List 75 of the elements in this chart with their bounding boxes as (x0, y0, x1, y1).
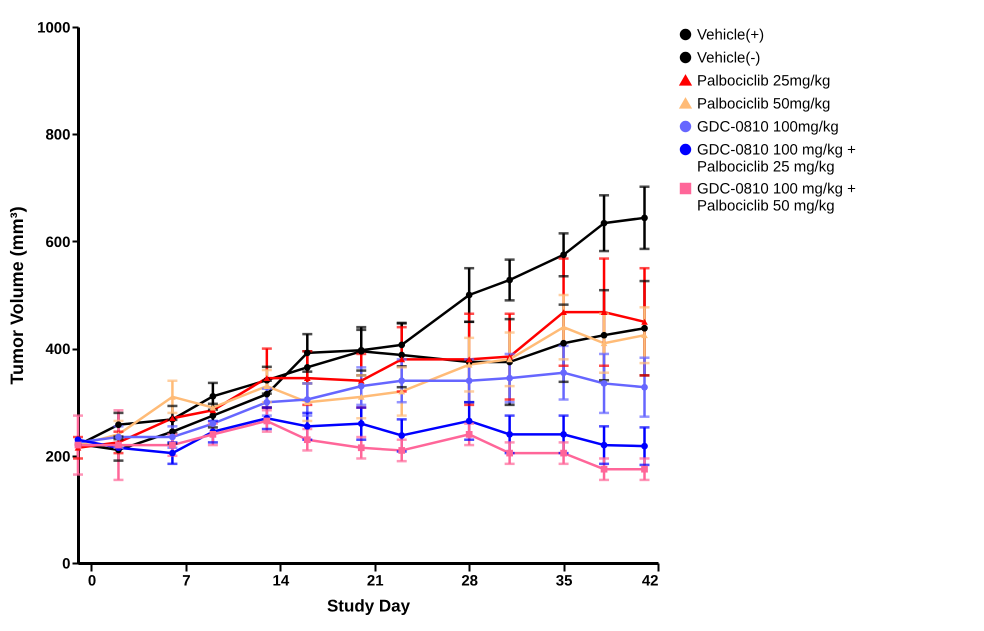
point (560, 251, 567, 258)
point (600, 442, 608, 448)
point (466, 362, 473, 368)
point (600, 220, 608, 227)
point (641, 318, 648, 325)
point (600, 332, 608, 339)
point (210, 412, 216, 419)
legend-label: GDC-0810 100 mg/kg + Palbociclib 50 mg/kg (697, 180, 856, 214)
point (210, 431, 216, 438)
point (263, 398, 270, 406)
y-tick-label: 200 (45, 448, 70, 466)
point (466, 377, 473, 384)
point (641, 466, 648, 473)
point (466, 418, 473, 424)
x-tick-label: 14 (272, 572, 290, 590)
point (169, 442, 176, 448)
point (210, 392, 216, 400)
x-axis-title: Study Day (326, 596, 411, 616)
point (466, 431, 473, 438)
legend-label: Palbociclib 50mg/kg (697, 96, 830, 112)
x-tick-label: 35 (556, 572, 572, 590)
point (600, 380, 608, 387)
x-tick-label: 28 (461, 572, 478, 590)
point (115, 442, 122, 448)
x-tick-label: 0 (88, 572, 96, 590)
point (304, 364, 311, 371)
point (358, 420, 365, 427)
point (263, 390, 270, 398)
y-tick-label: 400 (45, 341, 70, 358)
point (506, 374, 513, 382)
y-tick-label: 800 (45, 126, 70, 144)
point (600, 466, 608, 473)
legend-label: Palbociclib 25mg/kg (697, 72, 830, 90)
point (398, 342, 406, 348)
legend-label: GDC-0810 100mg/kg (697, 118, 839, 136)
point (169, 450, 176, 456)
legend-label: GDC-0810 100 mg/kg + Palbociclib 25 mg/kg (697, 142, 856, 176)
point (115, 434, 122, 440)
point (398, 377, 406, 384)
point (263, 418, 270, 424)
point (304, 436, 311, 444)
point (506, 431, 513, 438)
point (304, 350, 311, 356)
y-tick-label: 0 (62, 556, 70, 572)
point (398, 447, 406, 454)
point (560, 431, 567, 438)
point (263, 375, 270, 381)
point (358, 444, 365, 452)
point (398, 352, 406, 358)
point (641, 324, 648, 332)
point (210, 404, 216, 410)
point (358, 382, 365, 390)
y-tick-label: 1000 (37, 20, 70, 36)
y-axis-title: Tumor Volume (mm³) (7, 206, 28, 385)
point (398, 432, 406, 439)
point (304, 396, 311, 403)
point (466, 292, 473, 298)
point (115, 421, 122, 428)
legend-label: Vehicle(-) (697, 50, 760, 66)
point (560, 369, 567, 376)
point (358, 394, 365, 400)
y-tick-label: 600 (45, 234, 70, 251)
point (506, 356, 513, 362)
legend-label: Vehicle(+) (697, 26, 764, 44)
point (506, 276, 513, 284)
point (641, 384, 648, 391)
point (304, 422, 311, 430)
point (560, 340, 567, 347)
point (641, 214, 648, 222)
point (263, 383, 270, 390)
point (641, 442, 648, 450)
x-tick-label: 7 (182, 572, 191, 590)
x-tick-label: 21 (366, 572, 384, 590)
point (169, 434, 176, 440)
x-tick-label: 42 (642, 572, 658, 590)
